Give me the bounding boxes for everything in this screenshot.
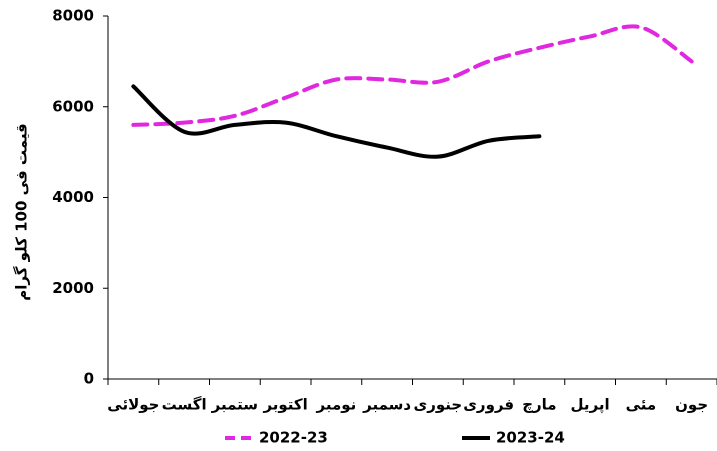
x-tick-label: جون xyxy=(675,396,708,414)
x-tick-label: نومبر xyxy=(315,396,356,414)
y-tick-label: 8000 xyxy=(52,7,94,25)
x-tick-label: اکتوبر xyxy=(262,396,307,414)
series-line xyxy=(131,84,542,159)
series-line xyxy=(131,24,694,127)
x-tick-label: اگست xyxy=(162,396,207,414)
legend-label: 2023-24 xyxy=(496,429,565,447)
legend-label: 2022-23 xyxy=(259,429,328,447)
y-tick-label: 0 xyxy=(84,370,94,388)
y-tick-label: 6000 xyxy=(52,97,94,115)
y-tick-label: 4000 xyxy=(52,188,94,206)
x-tick-label: ستمبر xyxy=(211,396,258,414)
x-tick-label: اپریل xyxy=(571,396,610,415)
x-tick-label: جنوری xyxy=(414,396,463,414)
y-axis-label: قیمت فی 100 کلو گرام xyxy=(13,123,31,301)
x-tick-label: جولائی xyxy=(107,396,159,414)
y-tick-label: 2000 xyxy=(52,279,94,297)
x-tick-label: دسمبر xyxy=(362,396,411,414)
x-tick-label: مارچ xyxy=(522,396,556,414)
x-tick-label: فروری xyxy=(463,396,514,414)
x-tick-label: مئی xyxy=(626,396,657,414)
